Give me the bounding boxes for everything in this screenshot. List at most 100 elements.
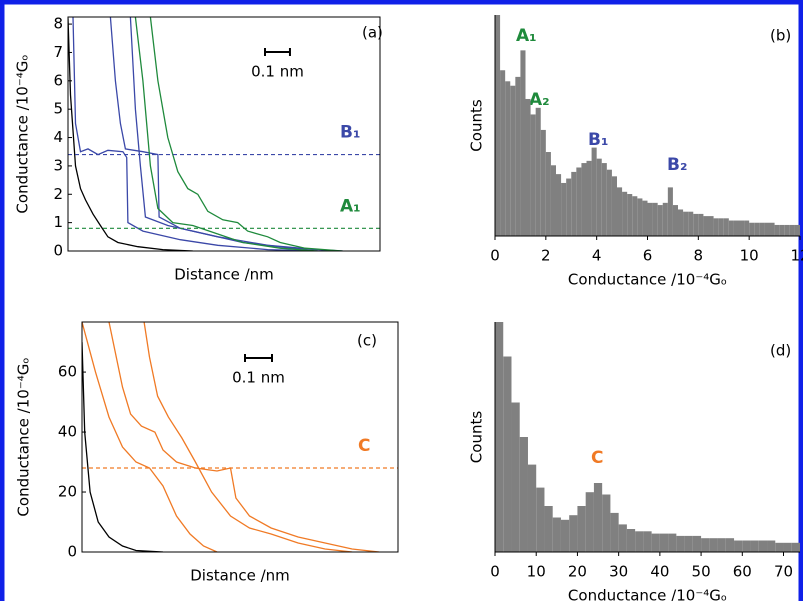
bar xyxy=(659,533,669,552)
bar xyxy=(742,540,751,552)
bar xyxy=(515,76,521,236)
bar xyxy=(571,171,577,236)
y-axis-label: Counts xyxy=(468,99,486,152)
bar xyxy=(627,194,633,236)
y-tick-label: 0 xyxy=(53,242,63,260)
bar xyxy=(678,209,684,236)
bar xyxy=(794,224,800,236)
x-tick-label: 40 xyxy=(650,563,669,581)
bar xyxy=(530,114,536,236)
bar xyxy=(520,50,526,236)
plot-area xyxy=(495,15,800,236)
bar xyxy=(527,464,537,552)
x-axis-label: Distance /nm xyxy=(190,567,290,585)
panel-label: (c) xyxy=(357,332,377,350)
bar xyxy=(556,174,562,236)
bar xyxy=(709,538,718,552)
y-axis-label: Conductance /10⁻⁴Gₒ xyxy=(15,357,33,516)
bar xyxy=(708,216,714,236)
reference-label: A₁ xyxy=(340,196,361,216)
bar xyxy=(717,538,726,552)
bar xyxy=(585,492,594,552)
y-tick-label: 40 xyxy=(58,423,77,441)
reference-label: C xyxy=(358,436,370,456)
bar xyxy=(779,224,785,236)
bar xyxy=(586,160,592,236)
bar xyxy=(561,182,567,236)
bar xyxy=(552,517,561,552)
panel-label: (a) xyxy=(362,24,383,42)
x-tick-label: 2 xyxy=(541,247,551,265)
annotation: A₁ xyxy=(516,26,537,46)
bar xyxy=(637,198,643,236)
bar xyxy=(651,533,660,552)
x-tick-label: 70 xyxy=(774,563,793,581)
bar xyxy=(642,200,648,236)
plot-area xyxy=(68,17,343,251)
y-tick-label: 7 xyxy=(53,43,63,61)
x-tick-label: 4 xyxy=(592,247,602,265)
plot-frame xyxy=(67,16,381,252)
panel-label: (b) xyxy=(770,27,791,45)
bar xyxy=(569,515,578,552)
bar xyxy=(495,322,504,552)
bar xyxy=(503,356,512,552)
y-tick-label: 0 xyxy=(67,543,77,561)
bar xyxy=(750,540,759,552)
bar xyxy=(789,224,795,236)
bar xyxy=(662,202,668,236)
bar xyxy=(733,220,739,236)
bar xyxy=(668,533,677,552)
bar xyxy=(511,402,520,552)
bar xyxy=(525,98,531,236)
bar xyxy=(536,487,545,552)
bar xyxy=(684,535,693,552)
bar xyxy=(519,437,528,552)
y-tick-label: 2 xyxy=(53,185,63,203)
x-axis-label: Distance /nm xyxy=(174,266,274,284)
bar xyxy=(688,211,694,236)
bar xyxy=(602,494,611,552)
bar xyxy=(676,535,685,552)
x-axis-label: Conductance /10⁻⁴Gₒ xyxy=(568,271,727,289)
bar xyxy=(652,202,658,236)
x-tick-label: 0 xyxy=(490,563,500,581)
bar xyxy=(545,152,551,236)
y-axis-label: Counts xyxy=(468,411,486,464)
bar xyxy=(701,538,710,552)
trace xyxy=(149,17,343,251)
y-tick-label: 8 xyxy=(53,15,63,33)
bar xyxy=(560,519,570,552)
bar xyxy=(550,165,556,236)
bar xyxy=(758,540,768,552)
x-tick-label: 8 xyxy=(694,247,704,265)
bar xyxy=(774,224,780,236)
bar xyxy=(577,506,586,552)
bar xyxy=(723,218,729,236)
annotation: C xyxy=(591,448,603,468)
bar xyxy=(626,529,636,552)
y-tick-label: 20 xyxy=(58,483,77,501)
bar xyxy=(759,222,765,236)
trace xyxy=(108,322,380,552)
bar xyxy=(591,147,597,236)
reference-label: B₁ xyxy=(340,123,360,143)
bar xyxy=(635,531,644,552)
bar xyxy=(783,542,792,552)
x-tick-label: 0 xyxy=(490,247,500,265)
bar xyxy=(544,506,553,552)
bar xyxy=(713,218,719,236)
y-axis-label: Conductance /10⁻⁴Gₒ xyxy=(14,54,32,213)
x-axis-label: Conductance /10⁻⁴Gₒ xyxy=(568,587,727,601)
bar xyxy=(632,196,638,236)
bar xyxy=(617,187,623,236)
bar xyxy=(791,542,800,552)
bar xyxy=(505,81,511,236)
bar xyxy=(739,220,745,236)
trace xyxy=(129,17,343,251)
trace xyxy=(134,17,318,251)
bar xyxy=(510,85,516,236)
bar xyxy=(643,531,652,552)
trace xyxy=(82,342,164,552)
